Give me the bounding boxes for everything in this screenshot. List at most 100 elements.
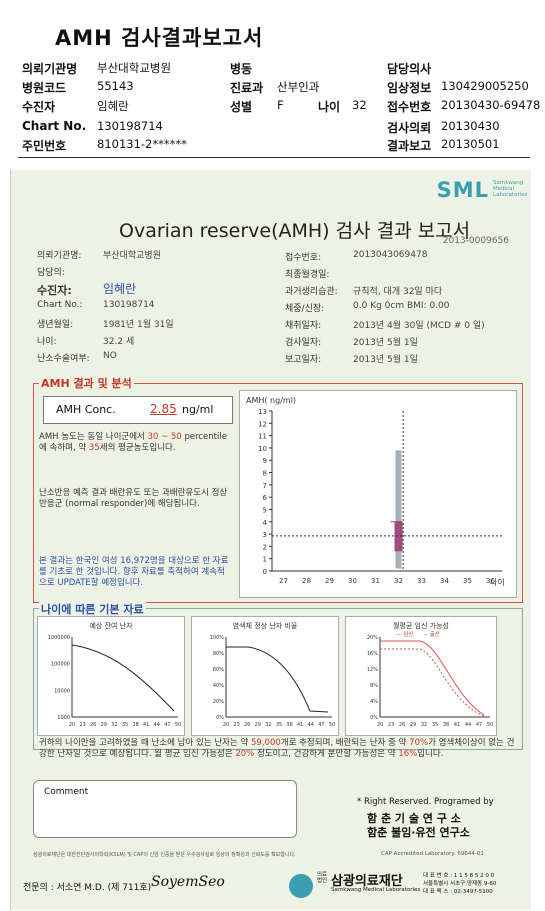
value-report-date: 20130501	[441, 137, 500, 151]
amh-conc-label: AMH Conc.	[56, 403, 116, 416]
x-tick-label: 32	[394, 577, 403, 585]
summary-birth-pct: 16%	[398, 749, 418, 759]
label-sex: 성별	[230, 100, 253, 114]
interp-percentile-range: 30 ~ 50	[147, 432, 182, 442]
x-tick-label: 33	[417, 577, 426, 585]
institute-name-2: 함춘 불임·유전 연구소	[367, 826, 470, 839]
sml-logo-subtitle: Samkwang Medical Laboratories	[493, 180, 528, 198]
x-tick-label: 47	[318, 722, 324, 728]
y-tick-label: 12	[258, 420, 267, 428]
x-tick-label: 27	[279, 577, 288, 585]
y-tick-label: 8%	[370, 683, 378, 689]
y-tick-label: 10000	[54, 688, 70, 694]
scanned-report: SML Samkwang Medical Laboratories Ovaria…	[10, 170, 531, 910]
x-tick-label: 35	[432, 722, 438, 728]
field-label: 과거생리습관:	[285, 287, 338, 297]
x-tick-label: 26	[90, 722, 96, 728]
amh-interpretation-1: AMH 농도는 동일 나이군에서 30 ~ 50 percentile에 속하며…	[39, 432, 231, 454]
value-resident-no: 810131-2******	[97, 137, 187, 151]
x-tick-label: 29	[101, 722, 107, 728]
x-tick-label: 38	[132, 722, 138, 728]
mini-chart-remaining-eggs: 예상 잔여 난자 1000000 100000 10000 1000 20 23 26 29 32…	[37, 616, 185, 736]
summary-normal-pct: 70%	[409, 738, 429, 748]
x-tick-label: 41	[297, 722, 303, 728]
x-tick-label: 36	[486, 577, 495, 585]
mini-chart-normal-eggs: 염색체 정상 난자 비율 100% 80% 60% 40% 20% 0% 20 23 26 29 32…	[191, 616, 339, 736]
y-tick-label: 1000000	[48, 635, 70, 641]
legend-birth: -- 출산	[424, 630, 440, 638]
y-tick-label: 4%	[370, 699, 378, 705]
mini-chart-title: 월평균 임신 가능성	[393, 621, 449, 630]
amh-interpretation-2: 난소반응 예측 결과 배란유도 또는 과배란유도시 정상반응군 (normal …	[39, 488, 228, 509]
label-clinical-info: 임상정보	[387, 81, 432, 95]
x-tick-label: 26	[399, 722, 405, 728]
x-tick-label: 28	[302, 577, 311, 585]
field-label: 난소수술여부:	[37, 354, 90, 364]
page-title: AMH 검사결과보고서	[55, 26, 264, 50]
field-value: 부산대학교병원	[103, 251, 161, 261]
amh-conc-unit: ng/ml	[182, 403, 214, 416]
normal-eggs-curve	[226, 646, 329, 713]
label-report-date: 결과보고	[387, 139, 432, 153]
amh-box-chart: AMH( ng/ml) 0 1 2 3 4 5 6 7 8 9 10 11 12 13 27 28 29 30 31 3…	[239, 390, 517, 598]
x-axis-label: 나이	[490, 577, 505, 587]
value-department: 산부인과	[277, 80, 320, 94]
label-resident-no: 주민번호	[22, 139, 67, 153]
field-label: 의뢰기관명:	[37, 251, 82, 261]
remaining-eggs-curve	[71, 644, 175, 712]
x-tick-label: 50	[175, 722, 181, 728]
y-tick-label: 20%	[367, 635, 378, 641]
y-tick-label: 0%	[370, 715, 378, 721]
foundation-fax: 대 표 팩 스 : 02-3497-5100	[423, 889, 493, 895]
value-sex: F	[277, 98, 284, 112]
summary-text: 귀하의 나이만을 고려하였을 때 난소에 남아 있는 난자는 약	[39, 738, 249, 748]
foundation-logo-icon	[289, 874, 313, 898]
x-tick-label: 32	[421, 722, 427, 728]
x-tick-label: 20	[223, 722, 229, 728]
summary-text: 입니다.	[417, 749, 444, 759]
interp-text: percentile에 속하며, 약	[39, 432, 227, 453]
rights-text: * Right Reserved. Programed by	[357, 797, 494, 807]
x-tick-label: 20	[377, 722, 383, 728]
field-label: 생년월일:	[37, 320, 74, 330]
value-request-date: 20130430	[441, 119, 500, 133]
x-tick-label: 50	[487, 722, 493, 728]
field-value: 규칙적, 대개 32일 마다	[353, 287, 443, 297]
y-tick-label: 7	[263, 482, 267, 490]
foundation-english: Samkwang Medical Laboratories	[331, 887, 421, 893]
mini-chart-title: 예상 잔여 난자	[89, 621, 133, 630]
y-tick-label: 0%	[216, 715, 224, 721]
amh-conc-box: AMH Conc. 2.85 ng/ml	[43, 396, 233, 424]
x-tick-label: 50	[329, 722, 335, 728]
y-tick-label: 1000	[57, 715, 70, 721]
mini-chart-svg: 염색체 정상 난자 비율 100% 80% 60% 40% 20% 0%20 23 26 29 32…	[210, 621, 335, 728]
comment-box: Comment	[33, 780, 297, 838]
y-tick-label: 3	[263, 531, 267, 539]
value-chart-no: 130198714	[97, 119, 163, 133]
x-tick-label: 35	[463, 577, 472, 585]
label-patient: 수진자	[22, 100, 56, 114]
doctor-name: 전문의 : 서소연 M.D. (제 711호)	[23, 883, 152, 893]
y-tick-label: 100000	[51, 662, 70, 668]
field-label: 담당의:	[37, 268, 65, 278]
label-ward: 병동	[230, 62, 253, 76]
doctor-signature: SoyemSeo	[151, 874, 225, 890]
field-label: 채취일자:	[285, 321, 322, 331]
amh-conc-value: 2.85	[150, 402, 177, 416]
y-tick-label: 8	[263, 470, 267, 478]
field-label: 검사일자:	[285, 338, 322, 348]
x-tick-label: 29	[410, 722, 416, 728]
label-department: 진료과	[230, 81, 264, 95]
x-tick-label: 30	[348, 577, 357, 585]
mini-chart-pregnancy: 월평균 임신 가능성 20% 16% 12% 8% 4% 0% 20 23 26 29 32 35 38 4…	[345, 616, 497, 736]
y-tick-label: 1	[263, 556, 267, 564]
y-tick-label: 9	[263, 457, 267, 465]
iqr-box	[394, 521, 403, 552]
mini-chart-svg: 월평균 임신 가능성 20% 16% 12% 8% 4% 0%20 23 26 29 32 35 38 4…	[367, 621, 493, 728]
x-tick-label: 35	[122, 722, 128, 728]
field-label: 보고일자:	[285, 355, 322, 365]
x-tick-label: 47	[164, 722, 170, 728]
x-tick-label: 47	[476, 722, 482, 728]
field-value: 임혜란	[103, 282, 137, 296]
